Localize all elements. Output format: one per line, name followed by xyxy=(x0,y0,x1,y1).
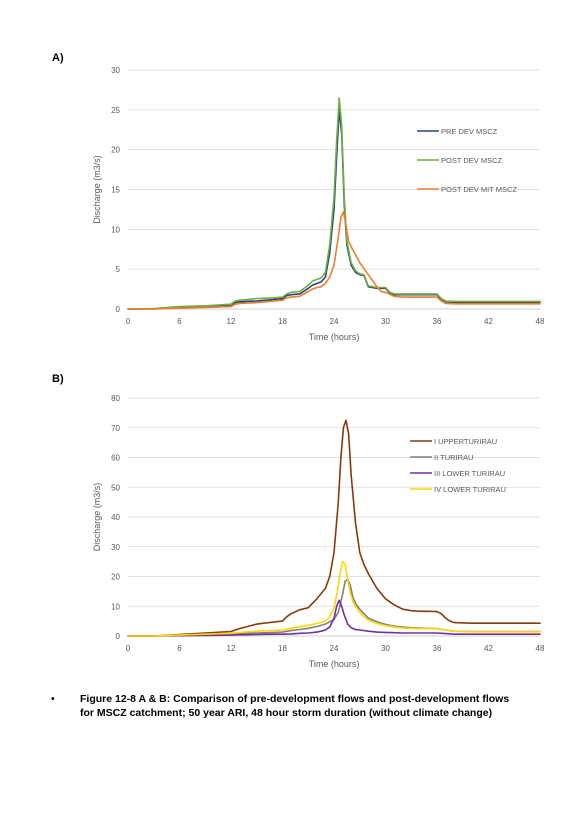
x-tick-label: 30 xyxy=(381,317,390,326)
x-tick-label: 24 xyxy=(330,317,339,326)
series-line-0 xyxy=(127,419,541,637)
x-tick-label: 12 xyxy=(227,317,236,326)
x-tick-label: 42 xyxy=(484,317,493,326)
panel-a-label: A) xyxy=(52,52,64,64)
x-axis-title: Time (hours) xyxy=(309,332,360,342)
series-line-2 xyxy=(127,599,541,637)
x-tick-label: 12 xyxy=(227,644,236,653)
x-tick-label: 30 xyxy=(381,644,390,653)
y-tick-label: 20 xyxy=(111,573,120,582)
x-tick-label: 48 xyxy=(536,317,545,326)
y-tick-label: 30 xyxy=(111,66,120,75)
y-tick-label: 80 xyxy=(111,394,120,403)
y-axis-title: Discharge (m3/s) xyxy=(92,155,102,224)
legend-label: II TURIRAU xyxy=(434,453,473,462)
y-tick-label: 30 xyxy=(111,543,120,552)
series-line-2 xyxy=(127,211,541,310)
legend-label: IV LOWER TURIRAU xyxy=(434,485,506,494)
legend-label: POST DEV MIT MSCZ xyxy=(441,185,517,194)
y-tick-label: 50 xyxy=(111,483,120,492)
y-tick-label: 0 xyxy=(116,632,121,641)
series-line-3 xyxy=(127,560,541,637)
y-tick-label: 40 xyxy=(111,513,120,522)
caption-bullet: • xyxy=(51,693,55,705)
x-tick-label: 18 xyxy=(278,644,287,653)
x-tick-label: 24 xyxy=(330,644,339,653)
y-tick-label: 10 xyxy=(111,225,120,234)
legend-label: POST DEV MSCZ xyxy=(441,156,503,165)
y-tick-label: 25 xyxy=(111,106,120,115)
x-tick-label: 18 xyxy=(278,317,287,326)
legend-label: III LOWER TURIRAU xyxy=(434,469,505,478)
y-tick-label: 60 xyxy=(111,454,120,463)
y-tick-label: 5 xyxy=(116,265,121,274)
x-tick-label: 42 xyxy=(484,644,493,653)
chart-b: 0 10 20 30 40 50 60 70 80 0 6 12 18 24 30 36 42 48 Time (h… xyxy=(92,394,545,669)
series-line-1 xyxy=(127,97,541,310)
x-tick-label: 0 xyxy=(126,644,131,653)
x-tick-label: 48 xyxy=(536,644,545,653)
y-tick-label: 15 xyxy=(111,186,120,195)
y-tick-label: 70 xyxy=(111,424,120,433)
panel-b-label: B) xyxy=(52,373,64,385)
caption-text: Figure 12-8 A & B: Comparison of pre-dev… xyxy=(80,693,510,719)
legend-label: I UPPERTURIRAU xyxy=(434,437,497,446)
x-tick-label: 6 xyxy=(177,317,182,326)
x-tick-label: 36 xyxy=(433,317,442,326)
y-tick-label: 10 xyxy=(111,602,120,611)
x-tick-label: 6 xyxy=(177,644,182,653)
chart-a: 0 5 10 15 20 25 30 0 6 12 18 24 30 36 42 48 Time (hours)… xyxy=(92,66,545,342)
x-axis-title: Time (hours) xyxy=(309,659,360,669)
legend-label: PRE DEV MSCZ xyxy=(441,127,498,136)
y-tick-label: 20 xyxy=(111,146,120,155)
x-tick-label: 36 xyxy=(433,644,442,653)
series-line-0 xyxy=(127,109,541,310)
x-tick-label: 0 xyxy=(126,317,131,326)
y-axis-title: Discharge (m3/s) xyxy=(92,483,102,552)
y-tick-label: 0 xyxy=(116,305,121,314)
